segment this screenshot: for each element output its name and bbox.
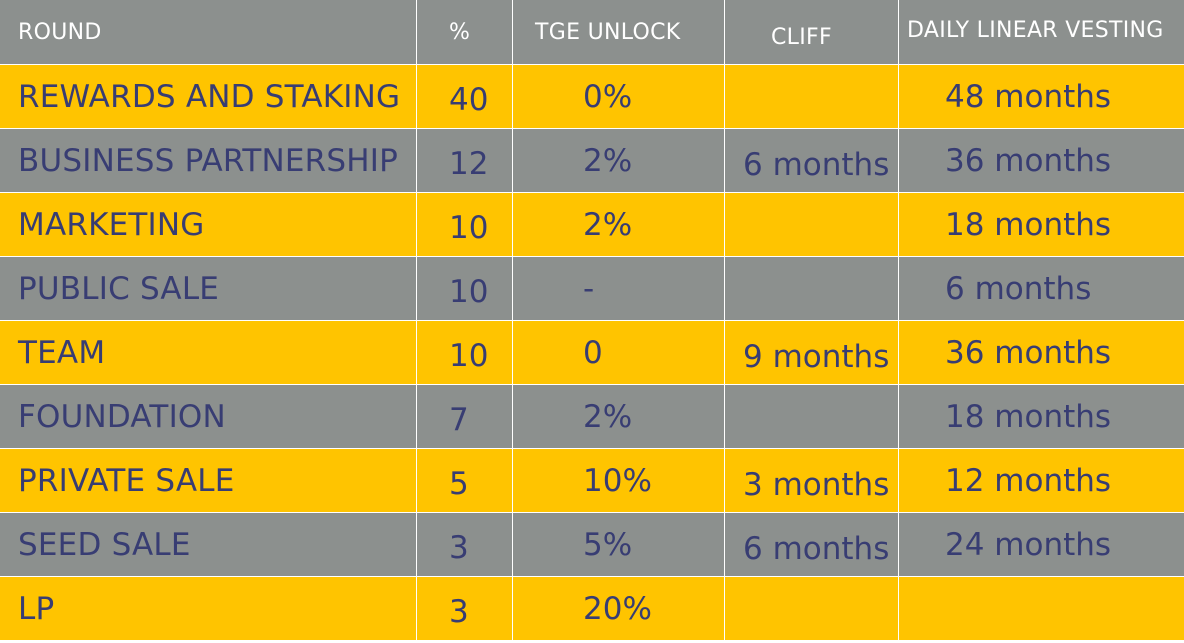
header-percent: % [417,0,513,65]
cell-vesting: 18 months [899,193,1184,257]
table-row: PUBLIC SALE 10 - 6 months [0,257,1184,321]
cell-tge-unlock: 10% [513,449,725,513]
cell-cliff: 6 months [725,513,899,577]
cell-round: LP [0,577,417,641]
cell-percent: 10 [417,193,513,257]
cell-percent: 10 [417,257,513,321]
table-row: SEED SALE 3 5% 6 months 24 months [0,513,1184,577]
cell-vesting [899,577,1184,641]
cell-cliff: 6 months [725,129,899,193]
cell-vesting: 18 months [899,385,1184,449]
table-row: FOUNDATION 7 2% 18 months [0,385,1184,449]
cell-vesting: 24 months [899,513,1184,577]
cell-tge-unlock: 0% [513,65,725,129]
table-row: MARKETING 10 2% 18 months [0,193,1184,257]
cell-tge-unlock: 2% [513,385,725,449]
table-row: PRIVATE SALE 5 10% 3 months 12 months [0,449,1184,513]
cell-round: PUBLIC SALE [0,257,417,321]
header-round: ROUND [0,0,417,65]
cell-tge-unlock: 5% [513,513,725,577]
cell-vesting: 6 months [899,257,1184,321]
cell-round: REWARDS AND STAKING [0,65,417,129]
cell-cliff [725,193,899,257]
cell-vesting: 48 months [899,65,1184,129]
cell-tge-unlock: 2% [513,129,725,193]
cell-tge-unlock: 2% [513,193,725,257]
cell-percent: 10 [417,321,513,385]
cell-cliff: 3 months [725,449,899,513]
cell-vesting: 36 months [899,129,1184,193]
cell-tge-unlock: 20% [513,577,725,641]
cell-percent: 40 [417,65,513,129]
cell-percent: 7 [417,385,513,449]
cell-cliff [725,577,899,641]
header-row: ROUND % TGE UNLOCK CLIFF DAILY LINEAR VE… [0,0,1184,65]
cell-vesting: 36 months [899,321,1184,385]
cell-cliff [725,257,899,321]
cell-cliff [725,65,899,129]
cell-round: BUSINESS PARTNERSHIP [0,129,417,193]
cell-percent: 5 [417,449,513,513]
cell-percent: 12 [417,129,513,193]
cell-percent: 3 [417,513,513,577]
table-row: BUSINESS PARTNERSHIP 12 2% 6 months 36 m… [0,129,1184,193]
cell-round: PRIVATE SALE [0,449,417,513]
cell-cliff [725,385,899,449]
table-row: LP 3 20% [0,577,1184,641]
table-row: REWARDS AND STAKING 40 0% 48 months [0,65,1184,129]
header-tge-unlock: TGE UNLOCK [513,0,725,65]
table-row: TEAM 10 0 9 months 36 months [0,321,1184,385]
cell-cliff: 9 months [725,321,899,385]
header-cliff: CLIFF [725,0,899,65]
cell-vesting: 12 months [899,449,1184,513]
cell-percent: 3 [417,577,513,641]
cell-round: TEAM [0,321,417,385]
cell-tge-unlock: 0 [513,321,725,385]
cell-tge-unlock: - [513,257,725,321]
cell-round: SEED SALE [0,513,417,577]
cell-round: FOUNDATION [0,385,417,449]
header-vesting: DAILY LINEAR VESTING [899,0,1184,65]
cell-round: MARKETING [0,193,417,257]
